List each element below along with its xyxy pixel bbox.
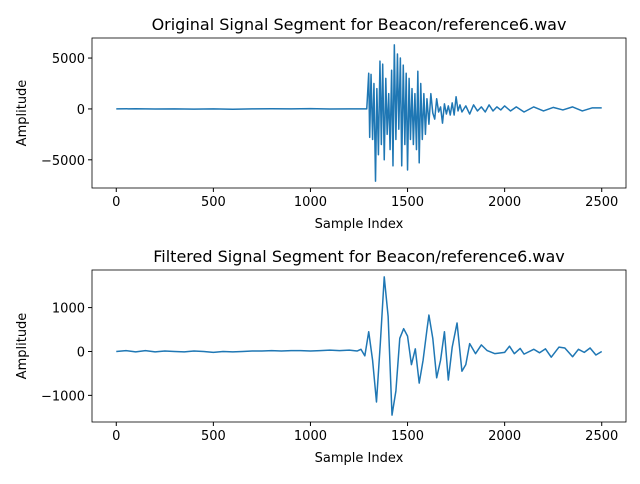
x-tick-label: 2500 [585, 195, 618, 210]
signal-line [116, 44, 602, 182]
y-tick-label: 5000 [52, 52, 85, 67]
x-tick-label: 500 [201, 429, 226, 444]
x-tick-label: 1000 [294, 429, 327, 444]
x-axis-label: Sample Index [315, 217, 404, 232]
x-tick-label: 2000 [488, 429, 521, 444]
signal-line [116, 276, 603, 416]
x-tick-label: 2500 [585, 429, 618, 444]
y-axis-label: Amplitude [15, 80, 30, 147]
x-tick-label: 0 [112, 195, 120, 210]
chart-title: Original Signal Segment for Beacon/refer… [152, 15, 567, 34]
x-tick-label: 500 [201, 195, 226, 210]
x-tick-label: 0 [112, 429, 120, 444]
x-tick-label: 1000 [294, 195, 327, 210]
y-axis-label: Amplitude [15, 313, 30, 380]
x-tick-label: 1500 [391, 195, 424, 210]
y-tick-label: −5000 [41, 154, 85, 169]
y-tick-label: 1000 [52, 302, 85, 317]
x-tick-label: 1500 [391, 429, 424, 444]
x-tick-label: 2000 [488, 195, 521, 210]
x-axis-label: Sample Index [315, 451, 404, 466]
y-tick-label: −1000 [41, 389, 85, 404]
chart-title: Filtered Signal Segment for Beacon/refer… [153, 247, 565, 266]
y-tick-label: 0 [77, 103, 85, 118]
axes-frame [91, 37, 627, 189]
y-tick-label: 0 [77, 345, 85, 360]
axes-frame [91, 269, 627, 423]
